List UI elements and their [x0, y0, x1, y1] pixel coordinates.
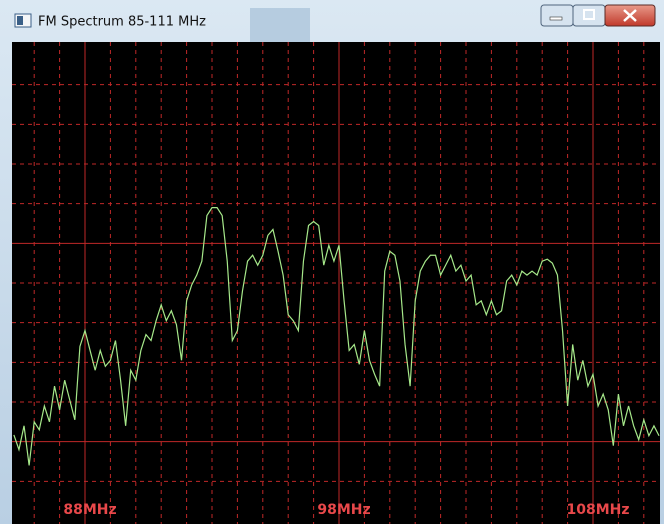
x-tick-label: 108MHz: [566, 502, 629, 518]
minimize-button[interactable]: [540, 4, 574, 27]
x-tick-label: 88MHz: [63, 502, 116, 518]
spectrum-plot: 88MHz 98MHz 108MHz: [12, 42, 660, 524]
x-tick-label: 98MHz: [317, 502, 370, 518]
close-icon: [623, 9, 637, 22]
minimize-icon: [549, 16, 563, 21]
maximize-button[interactable]: [572, 4, 606, 27]
window-title: FM Spectrum 85-111 MHz: [38, 15, 206, 30]
spectrum-trace: [13, 207, 660, 466]
glass-reflection: [250, 8, 310, 42]
app-icon-inner: [17, 16, 23, 25]
maximize-icon: [583, 9, 595, 20]
